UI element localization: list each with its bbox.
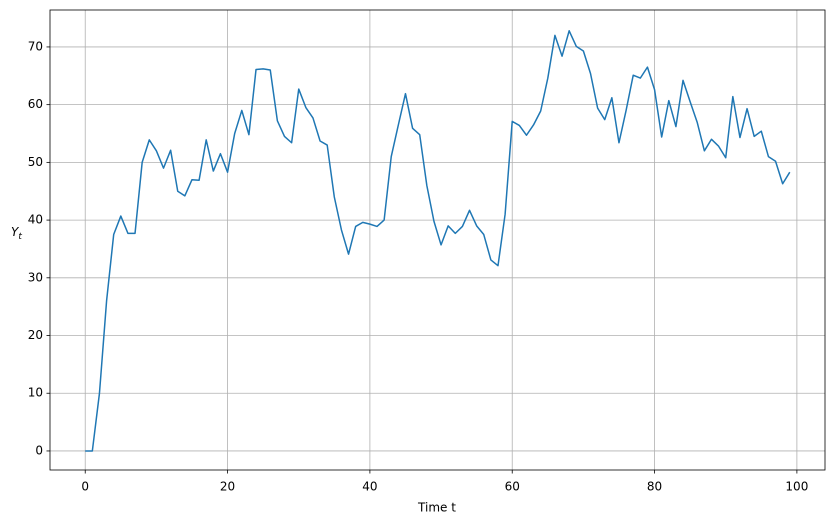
y-tick-label: 10 (28, 386, 43, 400)
data-line (85, 30, 791, 452)
y-label-sub: t (18, 232, 22, 242)
y-label-base: Y (11, 225, 20, 239)
y-tick-label: 50 (28, 155, 43, 169)
y-tick-label: 70 (28, 39, 43, 53)
x-tick-label: 100 (785, 480, 808, 494)
x-tick-label: 0 (81, 480, 89, 494)
x-tick-label: 60 (505, 480, 520, 494)
y-axis-label: Yt (11, 225, 22, 242)
y-tick-label: 0 (35, 443, 43, 457)
plot-frame (49, 9, 826, 471)
x-tick-label: 40 (362, 480, 377, 494)
y-tick-label: 30 (28, 270, 43, 284)
y-tick-label: 40 (28, 213, 43, 227)
x-tick-label: 20 (220, 480, 235, 494)
x-axis-label: Time t (417, 501, 456, 515)
y-tick-label: 20 (28, 328, 43, 342)
y-tick-label: 60 (28, 97, 43, 111)
x-tick-label: 80 (647, 480, 662, 494)
